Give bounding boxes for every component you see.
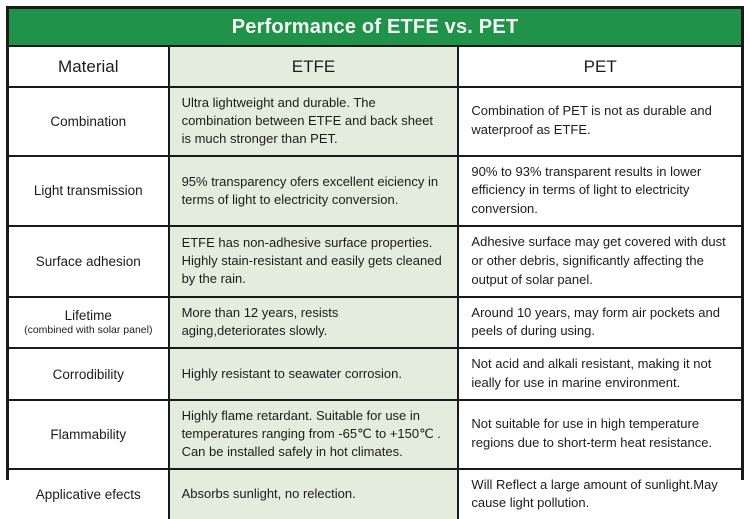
- pet-cell: Around 10 years, may form air pockets an…: [457, 295, 741, 350]
- pet-cell: Will Reflect a large amount of sunlight.…: [457, 467, 741, 519]
- etfe-cell: Ultra lightweight and durable. The combi…: [167, 86, 460, 157]
- etfe-cell: Highly resistant to seawater corrosion.: [167, 347, 460, 401]
- material-label-text: Lifetime: [64, 308, 112, 324]
- material-label: Light transmission: [9, 154, 170, 228]
- material-sublabel: (combined with solar panel): [24, 324, 153, 337]
- pet-cell: Not acid and alkali resistant, making it…: [457, 347, 741, 401]
- material-label: Surface adhesion: [9, 225, 170, 298]
- material-label: Corrodibility: [9, 347, 170, 401]
- etfe-cell: Absorbs sunlight, no relection.: [167, 467, 460, 519]
- material-label: Applicative efects: [9, 467, 170, 519]
- table-row: Light transmission 95% transparency ofers…: [9, 154, 741, 228]
- material-label-text: Combination: [50, 113, 127, 129]
- etfe-cell: Highly flame retardant. Suitable for use…: [167, 399, 460, 470]
- table-row: Corrodibility Highly resistant to seawate…: [9, 347, 741, 401]
- table-header-row: Material ETFE PET: [9, 47, 741, 88]
- table-row: Surface adhesion ETFE has non-adhesive su…: [9, 225, 741, 298]
- table-row: Applicative efects Absorbs sunlight, no r…: [9, 467, 741, 519]
- etfe-cell: 95% transparency ofers excellent eicienc…: [167, 154, 460, 228]
- etfe-cell: ETFE has non-adhesive surface properties…: [167, 225, 460, 298]
- table-row: Flammability Highly flame retardant. Suit…: [9, 399, 741, 470]
- material-label: Flammability: [9, 399, 170, 470]
- material-label-text: Light transmission: [33, 183, 143, 199]
- table-title: Performance of ETFE vs. PET: [231, 15, 519, 38]
- pet-cell: Adhesive surface may get covered with du…: [457, 225, 741, 298]
- pet-cell: Combination of PET is not as durable and…: [457, 86, 741, 157]
- table-row: Lifetime (combined with solar panel) More …: [9, 295, 741, 350]
- table-title-bar: Performance of ETFE vs. PET: [9, 9, 741, 47]
- etfe-cell: More than 12 years, resists aging,deteri…: [167, 295, 460, 350]
- material-label: Combination: [9, 86, 170, 157]
- comparison-table-frame: Performance of ETFE vs. PET Material ETF…: [6, 6, 744, 519]
- material-label-text: Flammability: [50, 426, 127, 442]
- comparison-table: Material ETFE PET Combination Ultra light…: [9, 47, 741, 519]
- column-header-etfe: ETFE: [167, 47, 460, 88]
- pet-cell: 90% to 93% transparent results in lower …: [457, 154, 741, 228]
- column-header-material: Material: [9, 47, 170, 88]
- material-label-text: Corrodibility: [52, 366, 124, 382]
- table-body: Combination Ultra lightweight and durable…: [9, 86, 741, 519]
- pet-cell: Not suitable for use in high temperature…: [457, 399, 741, 470]
- material-label-text: Applicative efects: [35, 486, 141, 502]
- column-header-pet: PET: [457, 47, 741, 88]
- material-label-text: Surface adhesion: [35, 253, 141, 269]
- table-row: Combination Ultra lightweight and durable…: [9, 86, 741, 157]
- material-label: Lifetime (combined with solar panel): [9, 295, 170, 350]
